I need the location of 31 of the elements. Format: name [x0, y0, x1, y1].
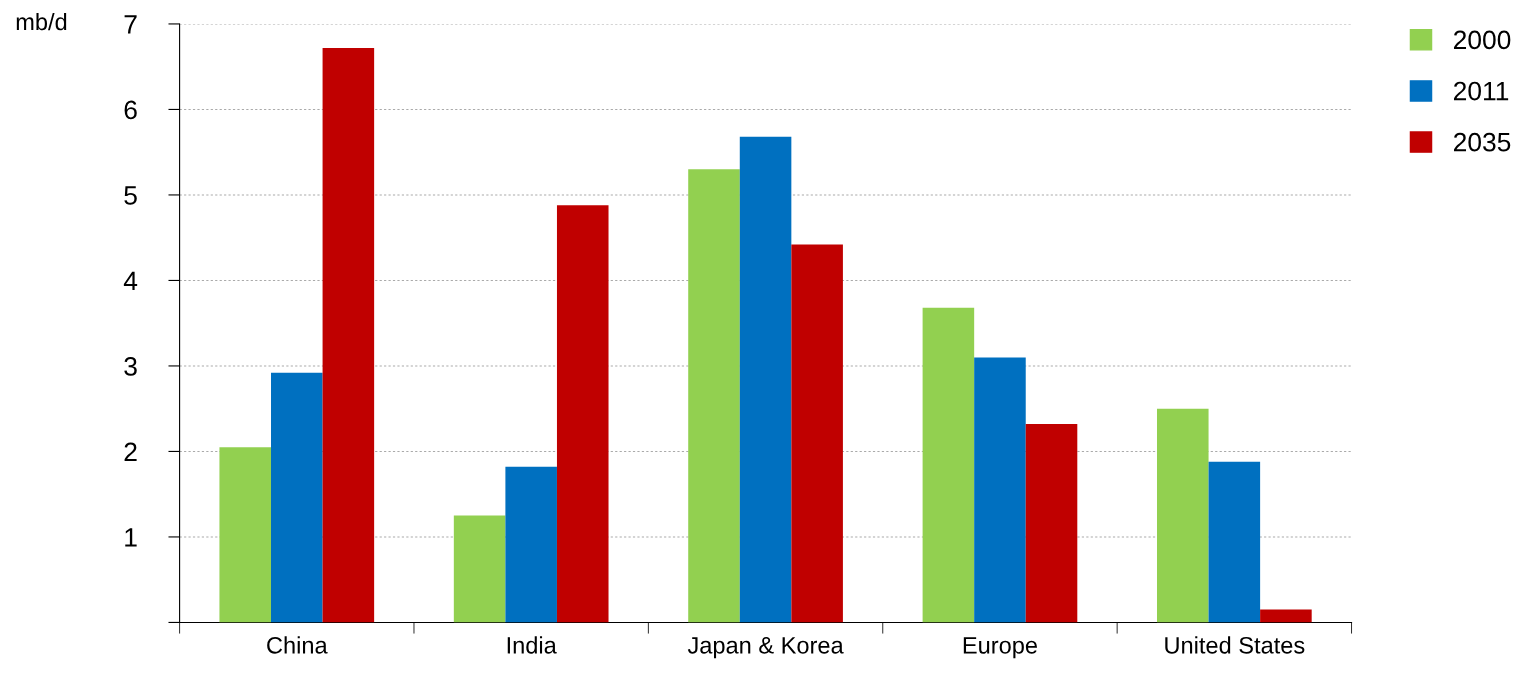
- x-tick-label: India: [507, 636, 557, 654]
- x-tick-label: United States: [1165, 636, 1305, 654]
- bar: [1260, 609, 1312, 623]
- bar: [688, 169, 740, 623]
- bar: [556, 205, 609, 623]
- legend-label: 2000: [1453, 30, 1511, 50]
- x-tick-label: Europe: [963, 637, 1037, 659]
- y-tick-label: 4: [123, 271, 138, 290]
- bar: [974, 357, 1026, 623]
- y-tick-label: 2: [124, 442, 137, 461]
- legend-label: 2035: [1453, 132, 1511, 152]
- bar: [271, 372, 323, 623]
- bar: [453, 515, 506, 623]
- bar: [1025, 424, 1078, 623]
- bar: [1156, 408, 1209, 623]
- y-axis-title: mb/d: [16, 12, 67, 31]
- bar: [791, 244, 843, 623]
- y-tick-label: 1: [125, 528, 137, 547]
- y-tick-label: 7: [124, 15, 137, 34]
- y-tick-label: 6: [124, 100, 137, 120]
- y-tick-label: 5: [124, 186, 137, 205]
- bar: [219, 447, 272, 623]
- legend-label: 2011: [1453, 81, 1509, 101]
- bar: [322, 47, 375, 623]
- x-tick-label: China: [267, 636, 328, 654]
- bar: [739, 136, 792, 623]
- bar: [1208, 461, 1261, 623]
- y-tick-label: 3: [124, 357, 137, 376]
- bar: [505, 466, 557, 623]
- bar: [922, 307, 975, 623]
- x-tick-label: Japan & Korea: [687, 637, 844, 659]
